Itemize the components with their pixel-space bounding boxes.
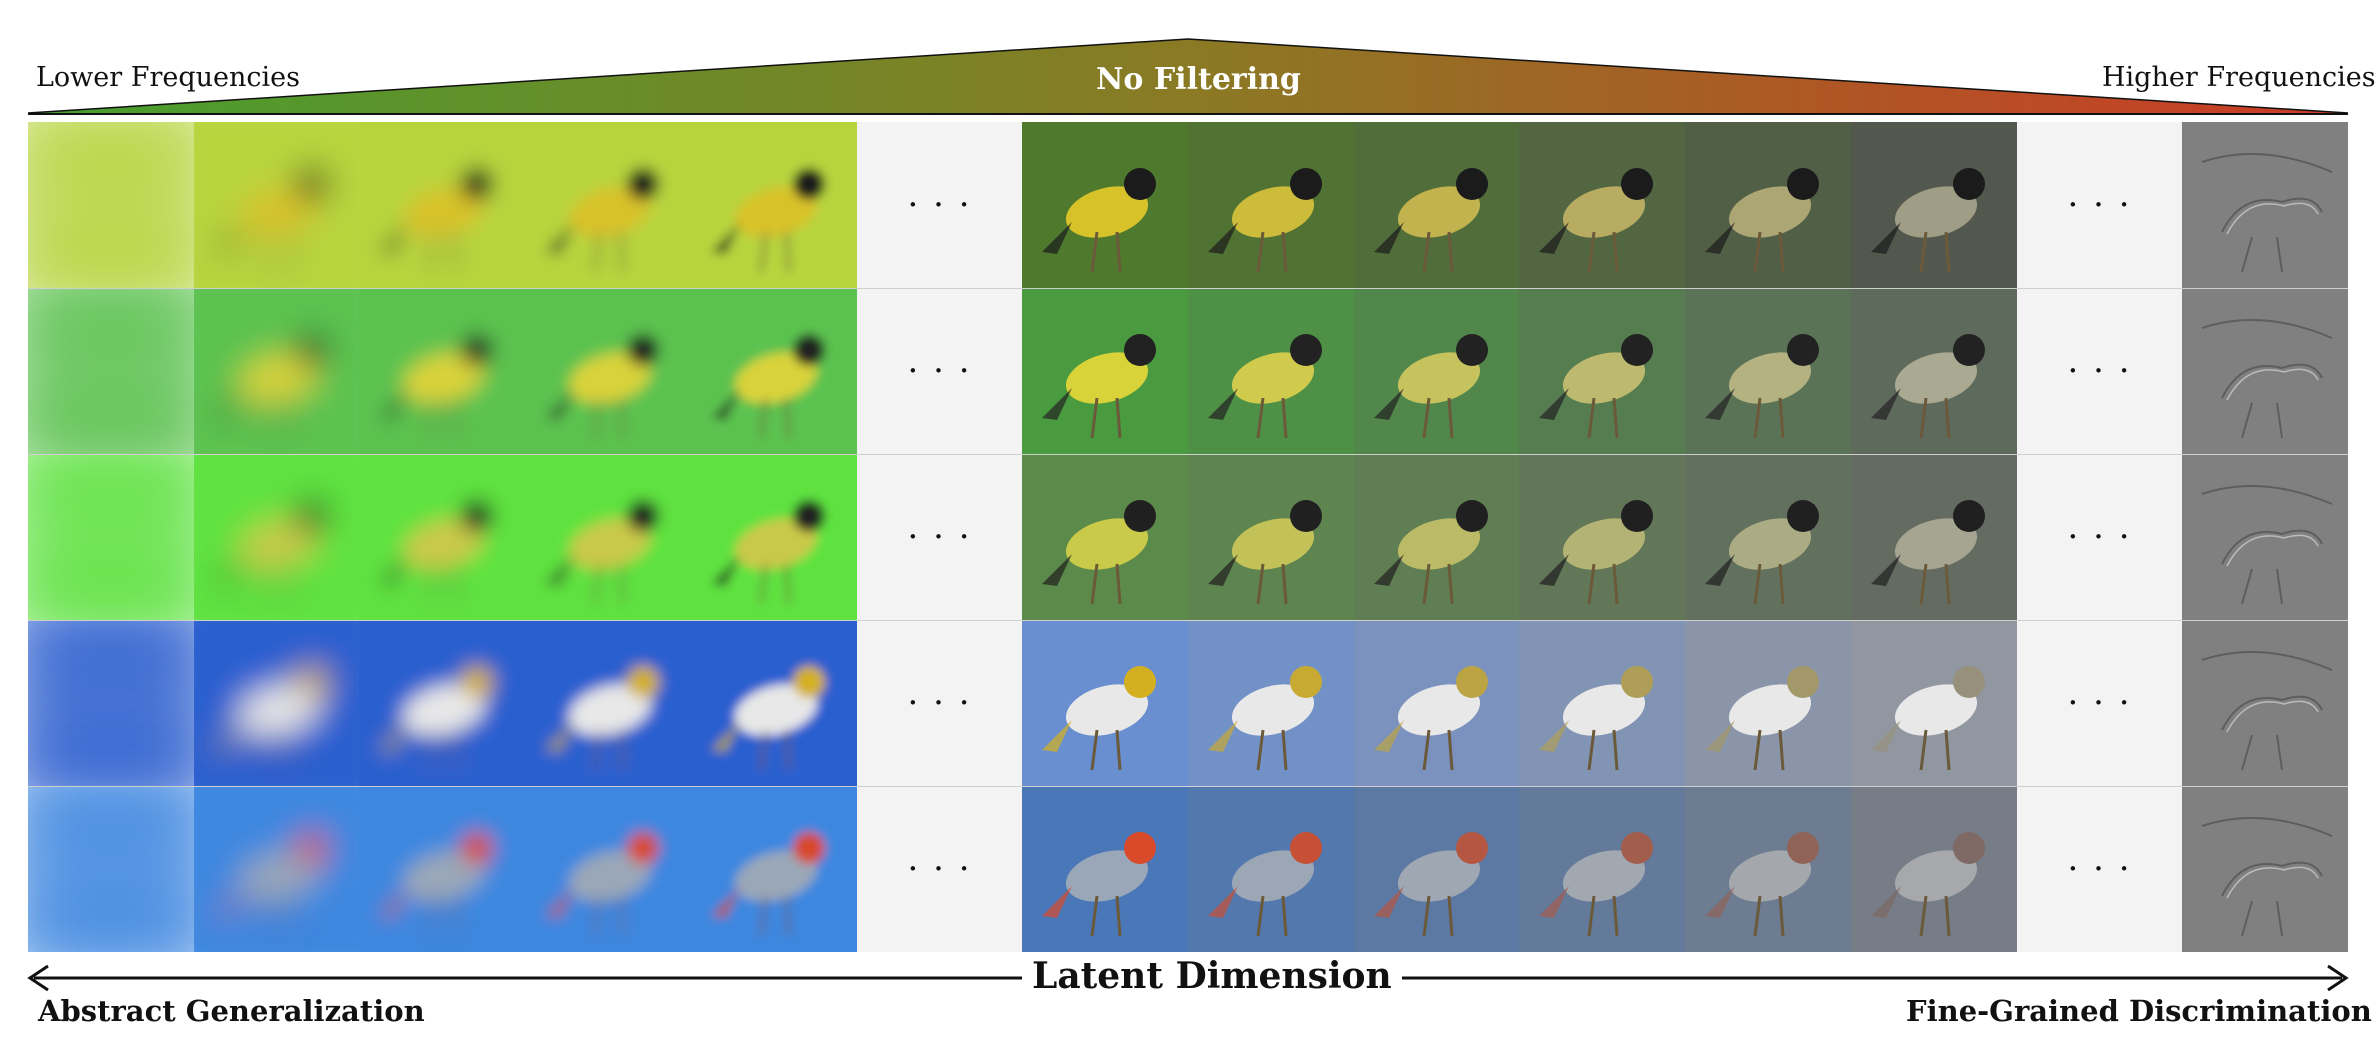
bird-image — [28, 122, 194, 288]
bird-image — [359, 122, 526, 288]
bird-image — [1685, 122, 1852, 288]
bird-image — [1685, 288, 1852, 454]
bird-image — [1188, 786, 1354, 952]
bird-image — [525, 786, 692, 952]
lower-frequencies-label: Lower Frequencies — [36, 62, 301, 93]
bird-image — [1022, 620, 1189, 786]
bird-image — [690, 288, 857, 454]
bird-image — [2182, 288, 2349, 454]
higher-frequencies-label: Higher Frequencies — [2102, 62, 2376, 93]
fine-grained-discrimination-label: Fine-Grained Discrimination — [1906, 994, 2372, 1028]
bird-image — [193, 786, 360, 952]
bird-image — [690, 454, 857, 620]
bird-image — [2182, 454, 2349, 620]
bird-image — [2182, 620, 2349, 786]
row-divider — [28, 288, 2348, 289]
bird-image — [1188, 122, 1354, 288]
ellipsis-text: · · · — [907, 351, 972, 391]
bird-image — [1685, 620, 1852, 786]
bird-image — [1519, 786, 1686, 952]
bird-image — [1519, 122, 1686, 288]
ellipsis-text: · · · — [907, 683, 972, 723]
bird-image — [1188, 454, 1354, 620]
bird-image — [2182, 122, 2349, 288]
abstract-generalization-label: Abstract Generalization — [38, 994, 425, 1028]
ellipsis-text: · · · — [2067, 849, 2132, 889]
bird-image — [2182, 786, 2349, 952]
bird-image — [28, 288, 194, 454]
ellipsis-cell: · · · — [856, 122, 1023, 288]
no-filtering-label: No Filtering — [1096, 62, 1301, 97]
bird-image — [1519, 620, 1686, 786]
ellipsis-cell: · · · — [856, 454, 1023, 620]
bird-image — [1353, 454, 1520, 620]
ellipsis-text: · · · — [907, 517, 972, 557]
bird-image — [1685, 786, 1852, 952]
ellipsis-cell: · · · — [856, 620, 1023, 786]
bird-image — [28, 786, 194, 952]
bird-image — [690, 620, 857, 786]
bird-image — [1850, 620, 2017, 786]
bird-image — [359, 288, 526, 454]
bird-image — [525, 288, 692, 454]
bird-image — [193, 122, 360, 288]
ellipsis-cell: · · · — [2016, 288, 2183, 454]
bird-image — [1353, 122, 1520, 288]
bird-image — [28, 620, 194, 786]
bird-image — [359, 620, 526, 786]
bird-image — [1188, 620, 1354, 786]
bird-image — [1022, 288, 1189, 454]
bird-image — [1850, 122, 2017, 288]
bird-image — [1353, 620, 1520, 786]
frequency-triangle — [27, 38, 2349, 115]
ellipsis-text: · · · — [907, 185, 972, 225]
bird-image — [193, 454, 360, 620]
bird-image — [525, 122, 692, 288]
bird-image — [1353, 786, 1520, 952]
row-divider — [28, 454, 2348, 455]
ellipsis-cell: · · · — [856, 288, 1023, 454]
bird-image — [1519, 454, 1686, 620]
bird-image — [1685, 454, 1852, 620]
bird-image — [1353, 288, 1520, 454]
bird-image — [690, 122, 857, 288]
image-grid: · · · · · · · · · · · · · · · · · · · · · · · ·… — [28, 122, 2349, 952]
ellipsis-text: · · · — [2067, 517, 2132, 557]
ellipsis-cell: · · · — [856, 786, 1023, 952]
ellipsis-text: · · · — [2067, 683, 2132, 723]
ellipsis-text: · · · — [2067, 185, 2132, 225]
ellipsis-cell: · · · — [2016, 786, 2183, 952]
bird-image — [525, 620, 692, 786]
bird-image — [690, 786, 857, 952]
bird-image — [193, 288, 360, 454]
row-divider — [28, 620, 2348, 621]
ellipsis-text: · · · — [907, 849, 972, 889]
bird-image — [1022, 122, 1189, 288]
bird-image — [193, 620, 360, 786]
ellipsis-cell: · · · — [2016, 122, 2183, 288]
bird-image — [1850, 786, 2017, 952]
bird-image — [525, 454, 692, 620]
ellipsis-text: · · · — [2067, 351, 2132, 391]
bird-image — [1519, 288, 1686, 454]
row-divider — [28, 786, 2348, 787]
bird-image — [359, 454, 526, 620]
bird-image — [1188, 288, 1354, 454]
bird-image — [1850, 454, 2017, 620]
bird-image — [1022, 786, 1189, 952]
ellipsis-cell: · · · — [2016, 620, 2183, 786]
bird-image — [359, 786, 526, 952]
latent-dimension-label: Latent Dimension — [1022, 955, 1402, 997]
bird-image — [1022, 454, 1189, 620]
ellipsis-cell: · · · — [2016, 454, 2183, 620]
bird-image — [28, 454, 194, 620]
bird-image — [1850, 288, 2017, 454]
